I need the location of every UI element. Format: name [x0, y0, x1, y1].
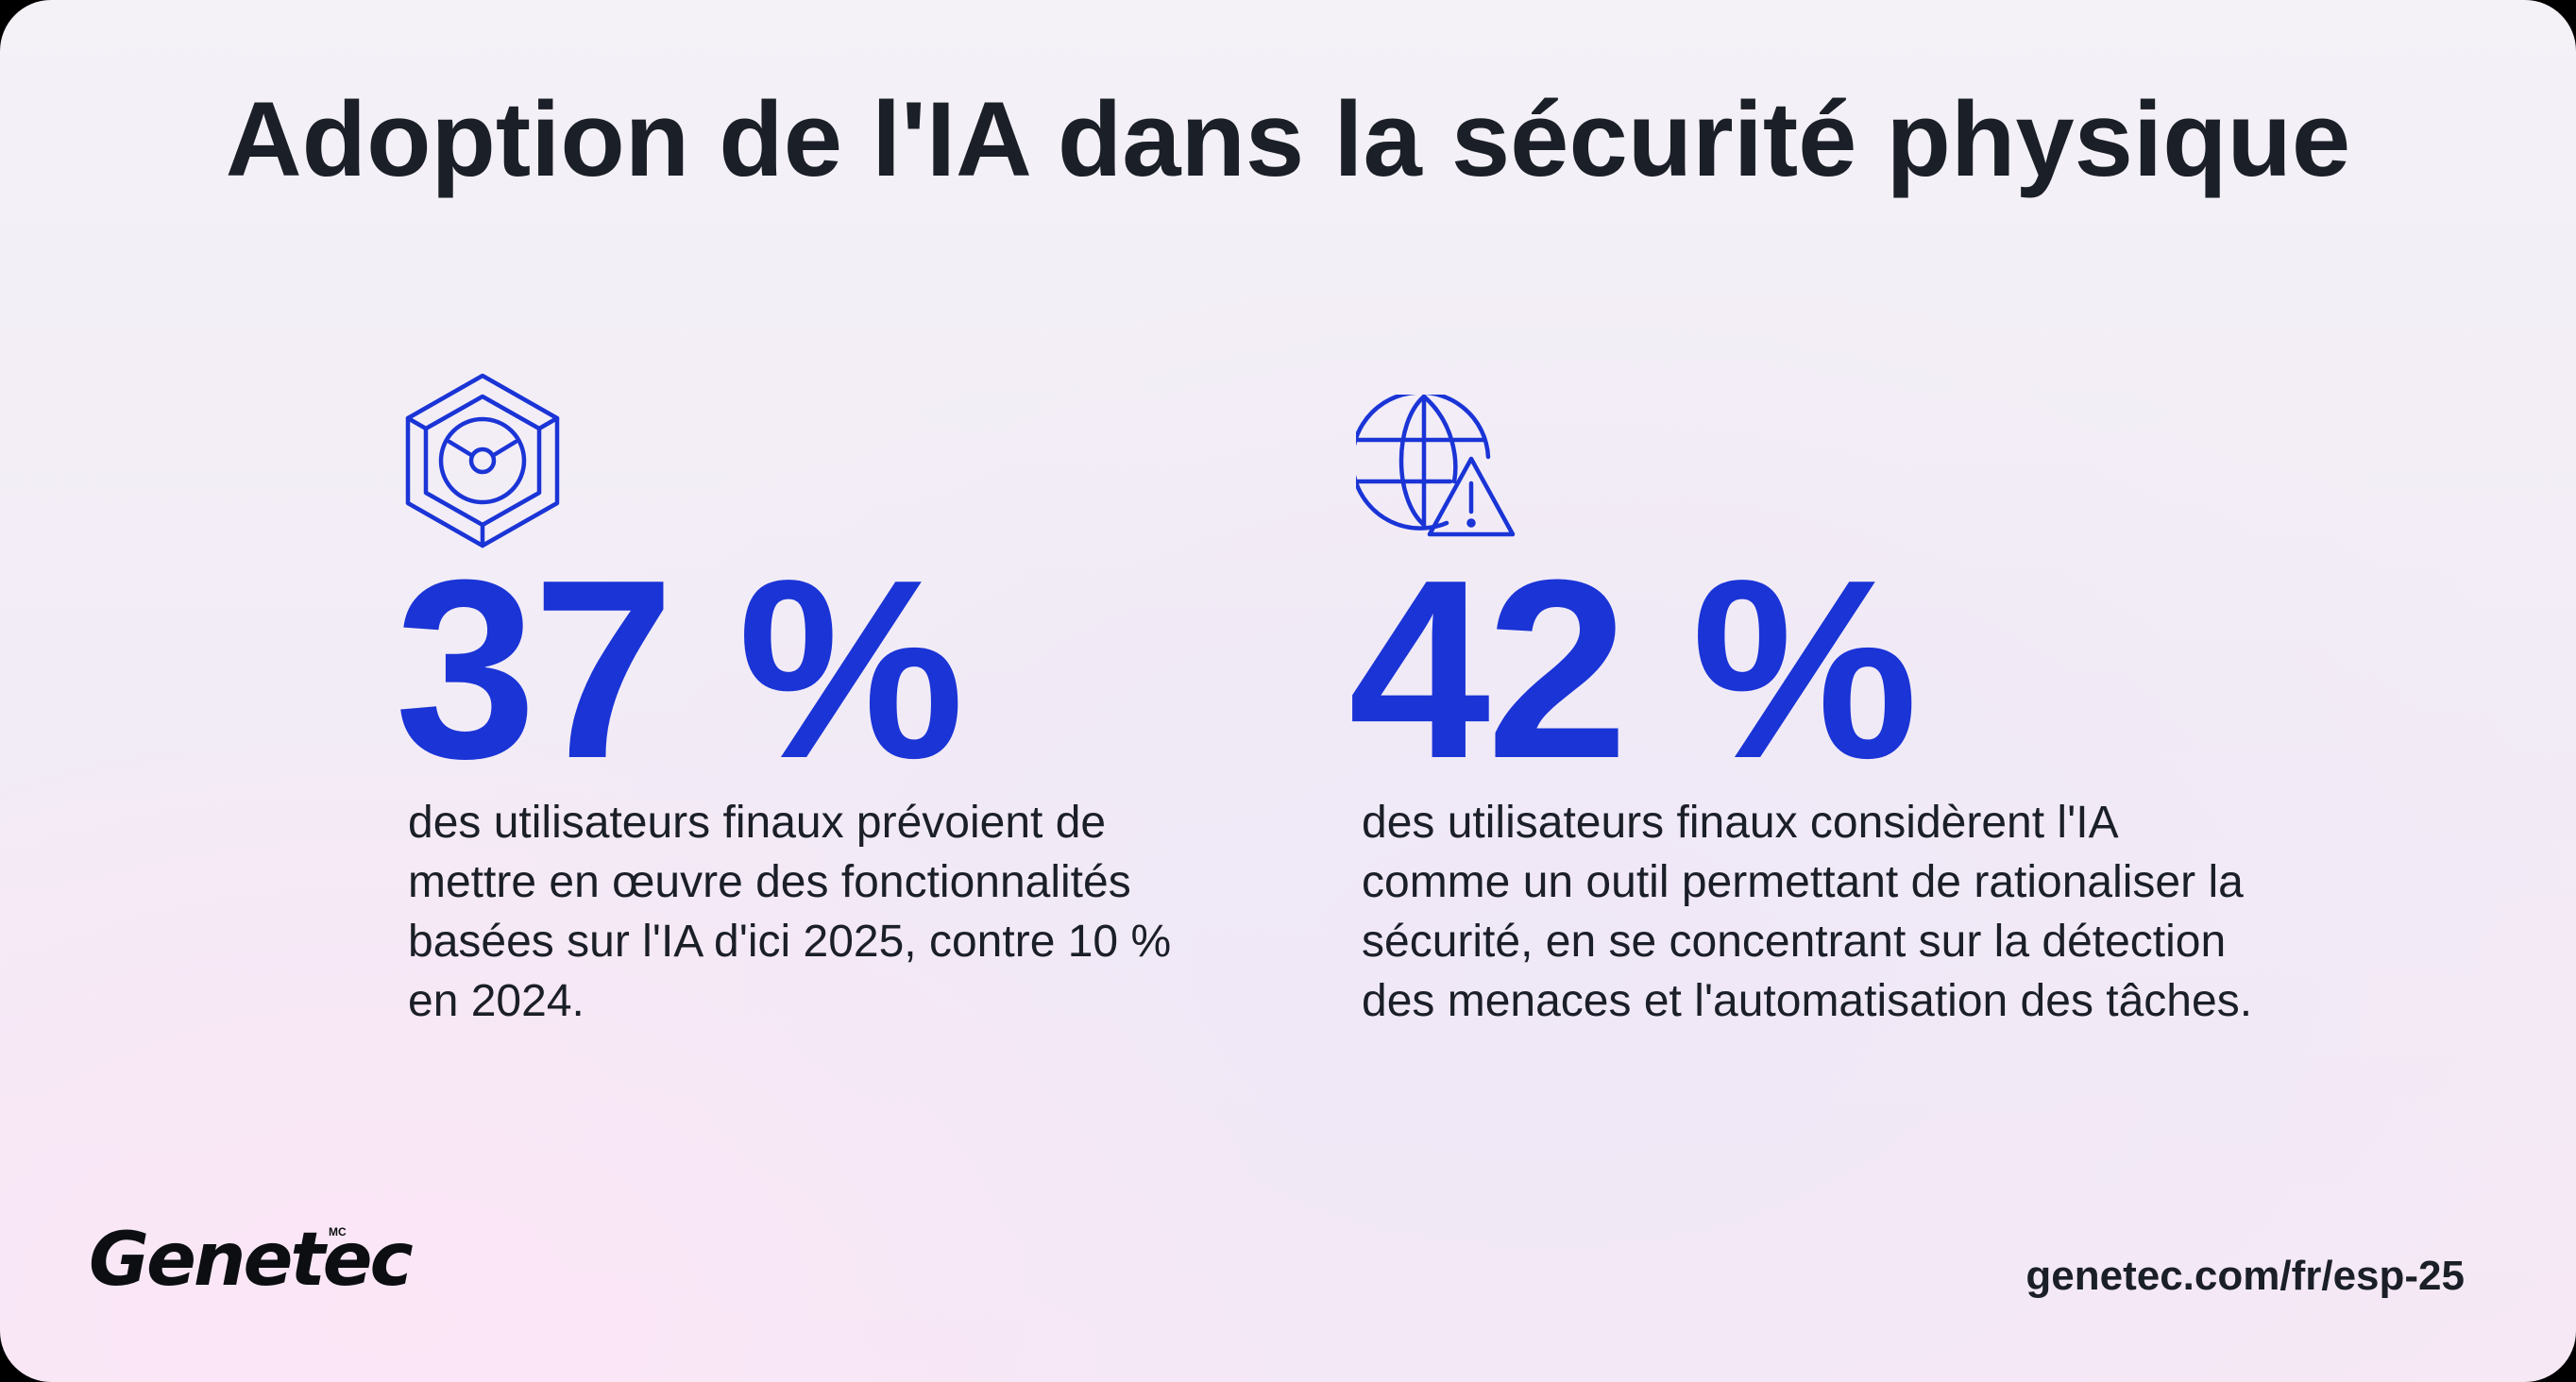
- stat-value-right: 42 %: [1348, 528, 1918, 812]
- stat-description-left: des utilisateurs finaux prévoient de met…: [408, 793, 1171, 1031]
- stat-value-left: 37 %: [395, 528, 964, 812]
- page-title: Adoption de l'IA dans la sécurité physiq…: [225, 80, 2351, 198]
- description-line: mettre en œuvre des fonctionnalités: [408, 857, 1131, 907]
- trademark-mark: MC: [329, 1225, 347, 1239]
- description-line: basées sur l'IA d'ici 2025, contre 10 %: [408, 917, 1172, 967]
- description-line: des utilisateurs finaux prévoient de: [408, 798, 1107, 848]
- description-line: en 2024.: [408, 976, 585, 1026]
- genetec-logo: Genetec: [89, 1218, 414, 1303]
- stat-description-right: des utilisateurs finaux considèrent l'IA…: [1362, 793, 2252, 1031]
- footer-url[interactable]: genetec.com/fr/esp-25: [2025, 1253, 2465, 1299]
- description-line: sécurité, en se concentrant sur la détec…: [1362, 917, 2227, 967]
- description-line: des menaces et l'automatisation des tâch…: [1362, 976, 2253, 1026]
- shield-cube-icon: [405, 373, 560, 548]
- description-line: comme un outil permettant de rationalise…: [1362, 857, 2244, 907]
- description-line: des utilisateurs finaux considèrent l'IA: [1362, 798, 2119, 848]
- globe-warning-icon: [1356, 395, 1516, 537]
